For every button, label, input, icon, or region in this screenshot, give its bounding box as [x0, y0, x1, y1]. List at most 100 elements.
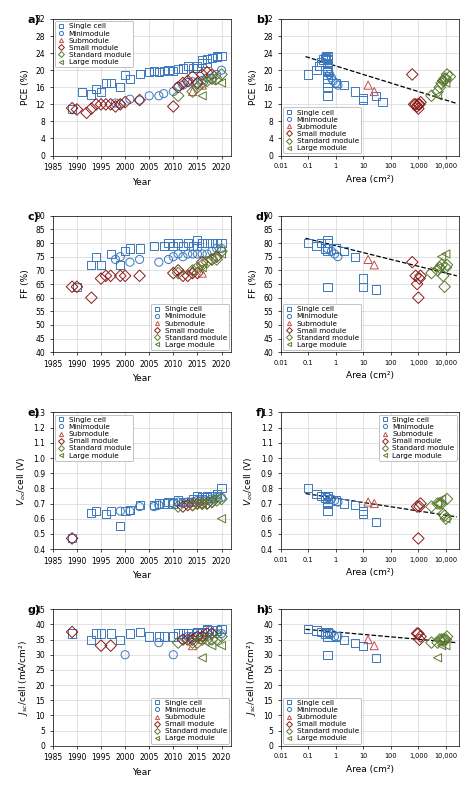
Point — [97, 639, 105, 652]
Point — [351, 250, 359, 263]
Point — [208, 627, 216, 640]
Point — [117, 81, 124, 93]
Point — [324, 497, 331, 510]
Point — [371, 258, 378, 271]
Point — [373, 516, 380, 528]
Point — [107, 77, 114, 89]
Point — [318, 489, 325, 502]
Point — [150, 64, 158, 77]
Legend: Single cell, Minimodule, Submodule, Small module, Standard module, Large module: Single cell, Minimodule, Submodule, Smal… — [283, 304, 361, 350]
Point — [359, 639, 367, 652]
Point — [371, 639, 378, 652]
X-axis label: Area (cm²): Area (cm²) — [346, 765, 394, 774]
Point — [199, 627, 206, 640]
Point — [213, 253, 220, 266]
Point — [324, 81, 331, 93]
Point — [416, 272, 423, 285]
Point — [136, 253, 143, 266]
Point — [107, 248, 114, 261]
Point — [321, 51, 328, 64]
Point — [304, 623, 312, 635]
Point — [446, 70, 454, 83]
Point — [189, 496, 196, 508]
Point — [174, 636, 182, 649]
Point — [170, 630, 177, 643]
Point — [199, 491, 206, 504]
Point — [117, 269, 124, 282]
Point — [199, 494, 206, 507]
Point — [68, 626, 76, 638]
X-axis label: Area (cm²): Area (cm²) — [346, 568, 394, 577]
Point — [184, 74, 191, 87]
Point — [208, 253, 216, 266]
Point — [88, 102, 95, 115]
Point — [434, 86, 441, 98]
Point — [193, 77, 201, 89]
Point — [121, 245, 129, 257]
Point — [208, 245, 216, 257]
Point — [441, 509, 448, 522]
Point — [208, 496, 216, 508]
Point — [332, 630, 339, 643]
Point — [92, 98, 100, 111]
Point — [438, 639, 446, 652]
Point — [112, 100, 119, 112]
Point — [438, 493, 446, 505]
Point — [438, 250, 446, 263]
Point — [332, 494, 339, 507]
Point — [170, 64, 177, 77]
Point — [328, 71, 335, 84]
Point — [218, 49, 225, 62]
Point — [442, 512, 450, 525]
Point — [199, 626, 206, 638]
Point — [203, 623, 211, 635]
Legend: Single cell, Minimodule, Submodule, Small module, Standard module, Large module: Single cell, Minimodule, Submodule, Smal… — [379, 415, 457, 461]
Point — [438, 258, 446, 271]
Point — [365, 634, 372, 646]
Point — [203, 248, 211, 261]
Point — [218, 68, 225, 81]
Point — [203, 237, 211, 249]
Point — [328, 493, 335, 505]
Point — [324, 627, 331, 640]
Point — [193, 497, 201, 510]
Point — [324, 59, 331, 72]
Point — [97, 258, 105, 271]
Point — [324, 649, 331, 661]
Point — [417, 630, 424, 643]
Point — [436, 261, 444, 274]
Point — [199, 74, 206, 87]
Point — [193, 626, 201, 638]
Point — [184, 496, 191, 508]
Point — [179, 497, 187, 510]
Point — [329, 74, 337, 87]
Point — [208, 253, 216, 266]
Point — [155, 636, 163, 649]
Point — [189, 267, 196, 280]
Point — [155, 630, 163, 643]
Point — [208, 489, 216, 502]
Point — [150, 501, 158, 513]
Point — [179, 62, 187, 74]
Point — [117, 520, 124, 533]
Point — [179, 496, 187, 508]
Point — [184, 499, 191, 512]
Point — [334, 630, 342, 643]
Point — [413, 501, 421, 513]
Point — [68, 627, 76, 640]
Point — [218, 237, 225, 249]
Point — [415, 532, 422, 545]
Point — [78, 86, 85, 99]
X-axis label: Area (cm²): Area (cm²) — [346, 371, 394, 380]
Point — [107, 98, 114, 111]
Point — [203, 74, 211, 87]
Text: e): e) — [28, 409, 40, 418]
Point — [126, 72, 134, 85]
X-axis label: Year: Year — [132, 177, 152, 187]
Point — [319, 53, 327, 66]
Point — [412, 269, 419, 282]
Point — [340, 634, 348, 646]
Point — [117, 505, 124, 517]
Y-axis label: $J_{sc}$/cell (mA/cm²): $J_{sc}$/cell (mA/cm²) — [245, 639, 258, 715]
Point — [442, 634, 450, 646]
